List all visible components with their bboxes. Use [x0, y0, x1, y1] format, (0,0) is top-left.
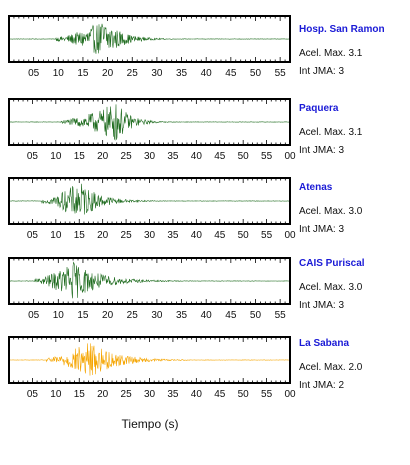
- station-name-2: Atenas: [299, 182, 333, 193]
- tick-label-2-10: 55: [261, 230, 273, 241]
- tick-label-2-2: 15: [74, 230, 86, 241]
- station-int-0: Int JMA: 3: [299, 66, 345, 77]
- tick-label-4-5: 30: [144, 389, 156, 400]
- station-name-4: La Sabana: [299, 338, 350, 349]
- tick-label-1-2: 15: [74, 151, 86, 162]
- waveform-trace-1: [8, 104, 291, 141]
- tick-label-4-6: 35: [167, 389, 179, 400]
- waveform-trace-4: [8, 343, 291, 376]
- tick-label-3-6: 35: [176, 310, 188, 321]
- waveform-trace-0: [8, 23, 291, 54]
- tick-label-4-8: 45: [214, 389, 226, 400]
- tick-label-2-0: 05: [27, 230, 39, 241]
- station-acel-1: Acel. Max. 3.1: [299, 127, 363, 138]
- tick-label-3-3: 20: [102, 310, 114, 321]
- station-int-2: Int JMA: 3: [299, 224, 345, 235]
- tick-label-4-3: 20: [97, 389, 109, 400]
- waveform-trace-3: [8, 261, 291, 299]
- tick-label-3-5: 30: [151, 310, 163, 321]
- tick-label-0-1: 10: [53, 68, 65, 79]
- tick-label-3-1: 10: [53, 310, 65, 321]
- tick-label-4-1: 10: [50, 389, 62, 400]
- tick-label-4-11: 00: [284, 389, 296, 400]
- station-acel-0: Acel. Max. 3.1: [299, 48, 363, 59]
- tick-label-3-10: 55: [275, 310, 287, 321]
- station-int-1: Int JMA: 3: [299, 145, 345, 156]
- tick-label-2-3: 20: [97, 230, 109, 241]
- tick-label-2-9: 50: [238, 230, 250, 241]
- panel-frame-3: [8, 257, 291, 305]
- tick-label-2-8: 45: [214, 230, 226, 241]
- tick-label-1-4: 25: [121, 151, 133, 162]
- tick-label-2-5: 30: [144, 230, 156, 241]
- tick-label-3-2: 15: [77, 310, 89, 321]
- tick-label-2-1: 10: [50, 230, 62, 241]
- panel-frame-0: [8, 15, 291, 63]
- tick-label-1-5: 30: [144, 151, 156, 162]
- tick-label-1-1: 10: [50, 151, 62, 162]
- station-acel-2: Acel. Max. 3.0: [299, 206, 363, 217]
- tick-label-3-4: 25: [127, 310, 139, 321]
- tick-label-1-6: 35: [167, 151, 179, 162]
- station-acel-3: Acel. Max. 3.0: [299, 282, 363, 293]
- tick-label-3-8: 45: [225, 310, 237, 321]
- tick-label-0-10: 55: [275, 68, 287, 79]
- waveform-trace-2: [9, 183, 291, 215]
- tick-label-0-9: 50: [250, 68, 262, 79]
- station-name-1: Paquera: [299, 103, 339, 114]
- tick-label-1-8: 45: [214, 151, 226, 162]
- tick-label-0-3: 20: [102, 68, 114, 79]
- tick-label-1-9: 50: [238, 151, 250, 162]
- tick-label-4-0: 05: [27, 389, 39, 400]
- tick-label-0-7: 40: [201, 68, 213, 79]
- tick-label-0-6: 35: [176, 68, 188, 79]
- tick-label-4-10: 55: [261, 389, 273, 400]
- tick-label-0-2: 15: [77, 68, 89, 79]
- tick-label-0-4: 25: [127, 68, 139, 79]
- tick-label-1-10: 55: [261, 151, 273, 162]
- tick-label-1-7: 40: [191, 151, 203, 162]
- tick-label-1-11: 00: [284, 151, 296, 162]
- tick-label-1-3: 20: [97, 151, 109, 162]
- tick-label-4-2: 15: [74, 389, 86, 400]
- tick-label-2-4: 25: [121, 230, 133, 241]
- tick-label-4-4: 25: [121, 389, 133, 400]
- tick-label-3-9: 50: [250, 310, 262, 321]
- tick-label-0-8: 45: [225, 68, 237, 79]
- x-axis-label: Tiempo (s): [121, 417, 179, 431]
- tick-label-3-0: 05: [28, 310, 40, 321]
- tick-label-2-11: 00: [284, 230, 296, 241]
- tick-label-2-6: 35: [167, 230, 179, 241]
- station-acel-4: Acel. Max. 2.0: [299, 362, 363, 373]
- tick-label-0-0: 05: [28, 68, 40, 79]
- tick-label-4-7: 40: [191, 389, 203, 400]
- station-name-3: CAIS Puriscal: [299, 258, 365, 269]
- station-int-3: Int JMA: 3: [299, 300, 345, 311]
- station-name-0: Hosp. San Ramon: [299, 24, 385, 35]
- tick-label-0-5: 30: [151, 68, 163, 79]
- station-int-4: Int JMA: 2: [299, 380, 345, 391]
- tick-label-1-0: 05: [27, 151, 39, 162]
- tick-label-4-9: 50: [238, 389, 250, 400]
- tick-label-3-7: 40: [201, 310, 213, 321]
- tick-label-2-7: 40: [191, 230, 203, 241]
